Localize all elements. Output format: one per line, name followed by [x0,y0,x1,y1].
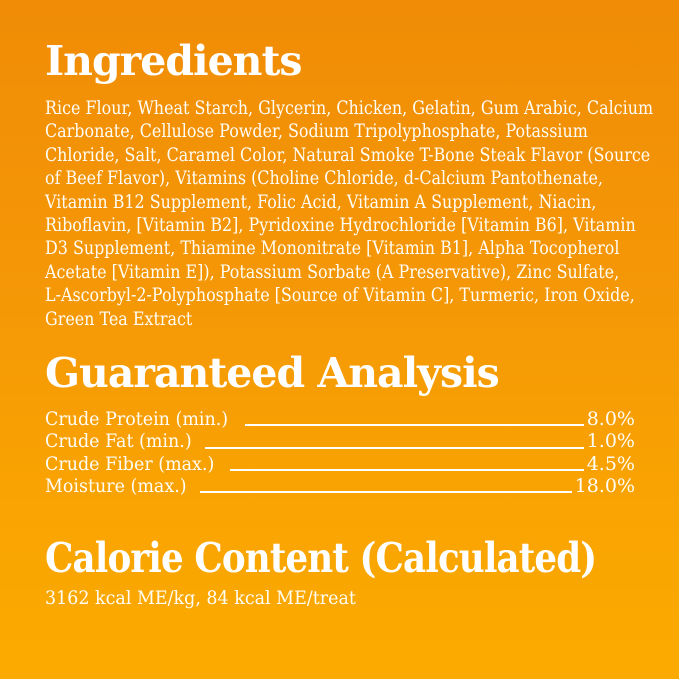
ingredients-line: Acetate [Vitamin E]), Potassium Sorbate … [45,260,620,283]
ingredients-line: D3 Supplement, Thiamine Mononitrate [Vit… [45,237,620,260]
table-row: Crude Protein (min.) 8.0% [45,408,635,430]
analysis-label: Moisture (max.) [45,474,187,497]
analysis-value: 1.0% [586,430,635,453]
analysis-label: Crude Protein (min.) [45,408,229,430]
analysis-label: Crude Fat (min.) [45,430,192,453]
analysis-value: 18.0% [574,474,635,497]
ingredients-heading: Ingredients [45,37,303,85]
table-row: Crude Fiber (max.) 4.5% [45,453,635,475]
ingredients-line: L-Ascorbyl-2-Polyphosphate [Source of Vi… [45,284,635,307]
ingredients-line: Carbonate, Cellulose Powder, Sodium Trip… [45,120,588,143]
leader-line [230,468,584,471]
leader-line [199,491,572,494]
ingredients-line: Rice Flour, Wheat Starch, Glycerin, Chic… [45,97,654,119]
table-row: Moisture (max.) 18.0% [45,475,635,497]
analysis-label: Crude Fiber (max.) [45,452,215,475]
calorie-content-value: 3162 kcal ME/kg, 84 kcal ME/treat [45,587,356,609]
guaranteed-analysis-heading: Guaranteed Analysis [45,349,500,397]
ingredients-line: of Beef Flavor), Vitamins (Choline Chlor… [45,167,603,190]
guaranteed-analysis-table: Crude Protein (min.) 8.0% Crude Fat (min… [45,408,635,497]
ingredients-line: Green Tea Extract [45,307,193,330]
analysis-value: 4.5% [586,452,635,475]
ingredients-line: Riboflavin, [Vitamin B2], Pyridoxine Hyd… [45,214,636,237]
ingredients-line: Chloride, Salt, Caramel Color, Natural S… [45,143,651,166]
ingredients-line: Vitamin B12 Supplement, Folic Acid, Vita… [45,190,597,213]
leader-line [245,424,584,427]
ingredients-text: Rice Flour, Wheat Starch, Glycerin, Chic… [45,97,654,331]
table-row: Crude Fat (min.) 1.0% [45,430,635,452]
calorie-content-heading: Calorie Content (Calculated) [45,534,597,582]
analysis-value: 8.0% [586,408,635,430]
leader-line [205,446,584,449]
